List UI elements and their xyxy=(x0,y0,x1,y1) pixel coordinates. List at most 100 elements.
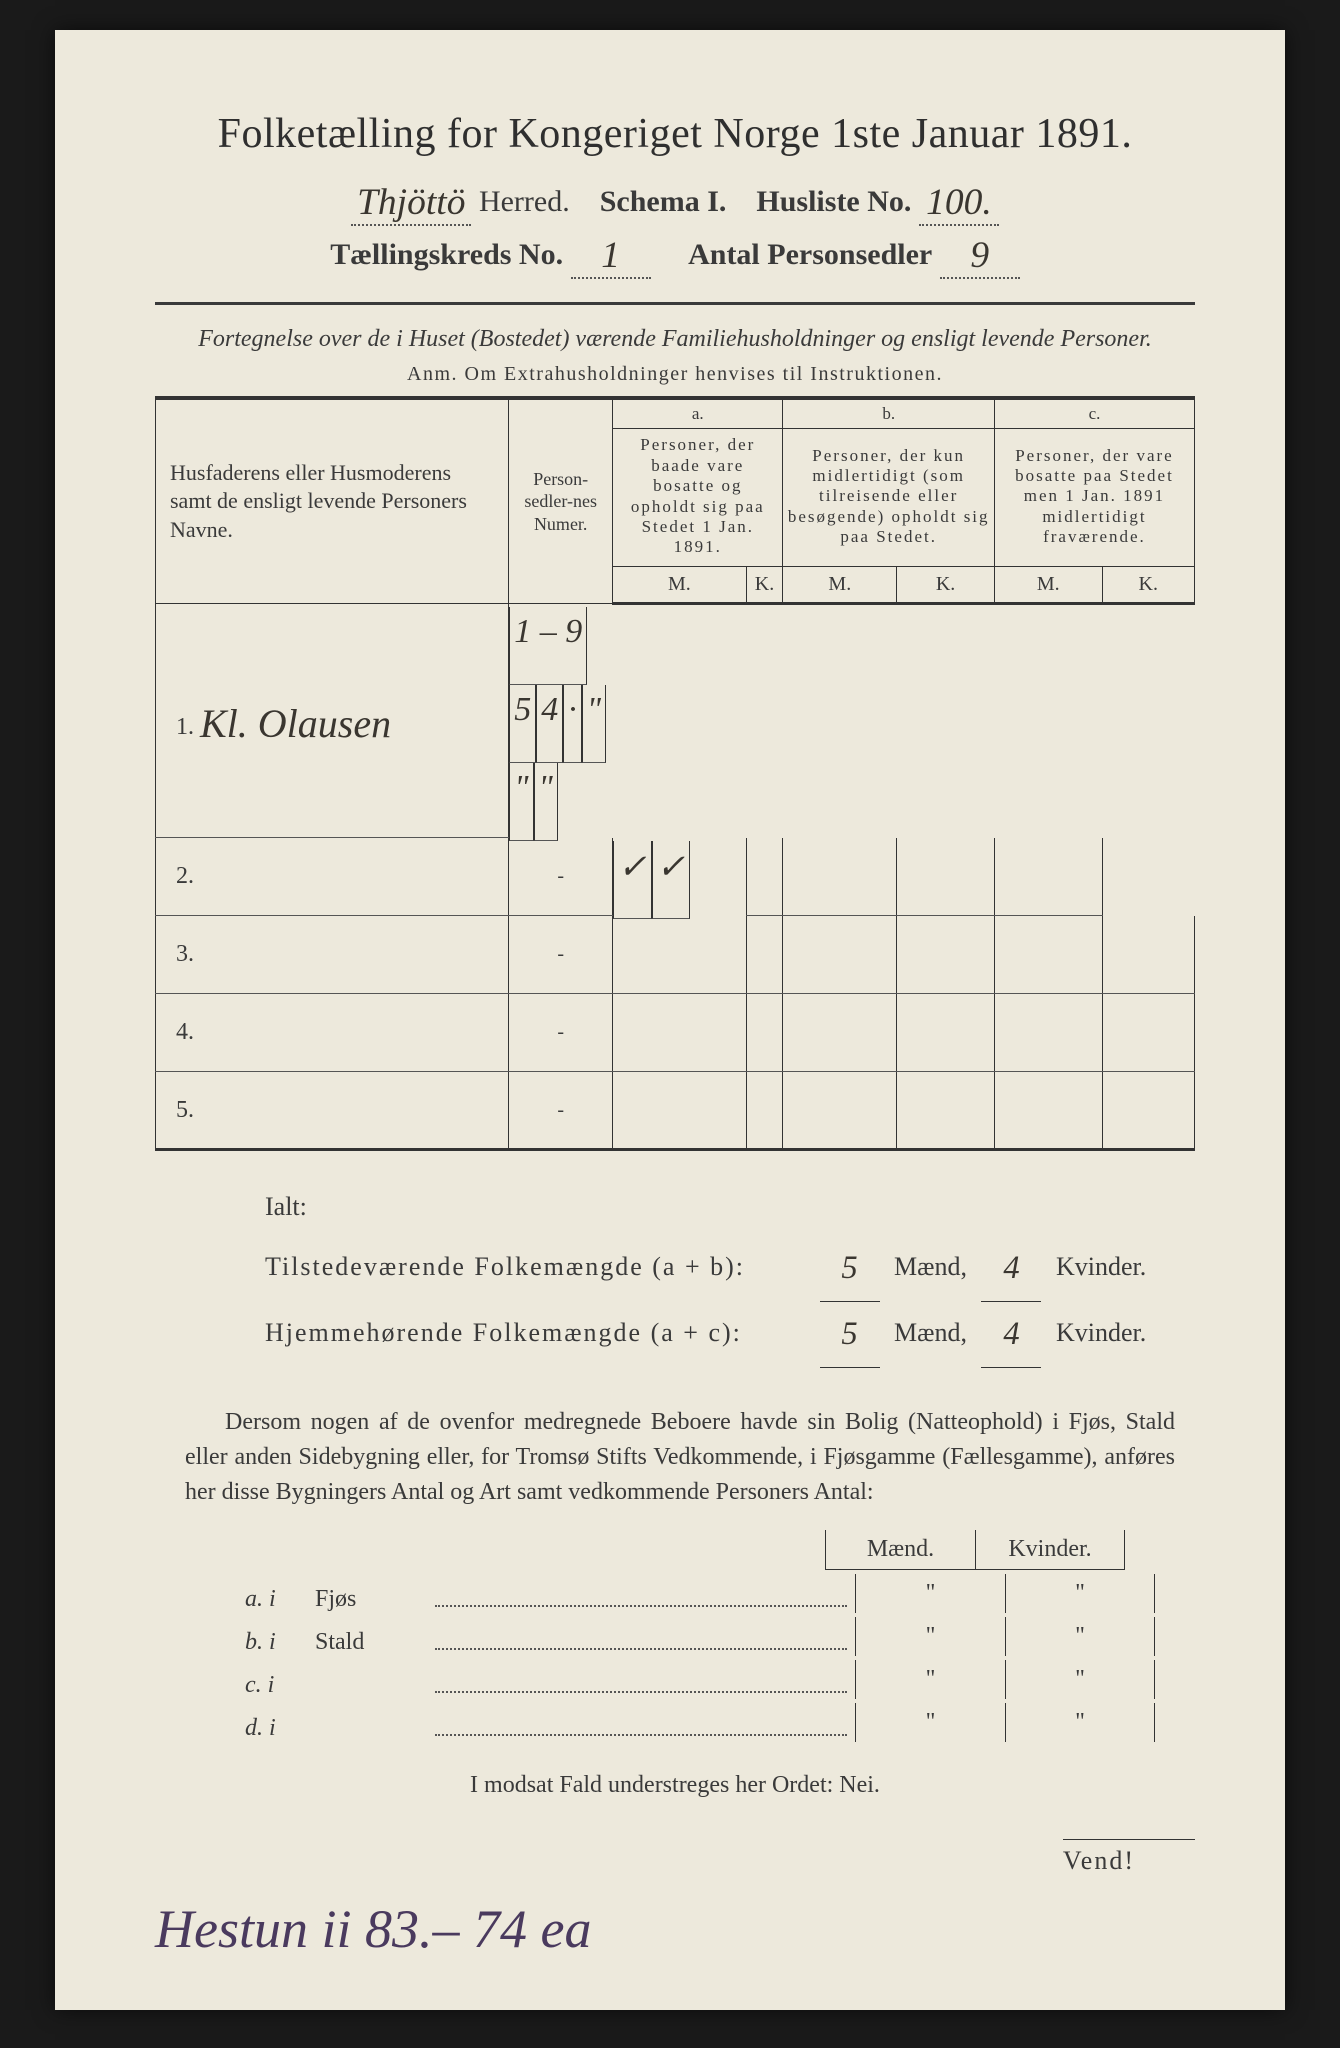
herred-label: Herred. xyxy=(479,185,570,218)
row-num: 2. xyxy=(156,838,509,916)
header-line-2: Tællingskreds No. 1 Antal Personsedler 9 xyxy=(155,231,1195,276)
cell-bk xyxy=(783,838,897,916)
col-b-top: b. xyxy=(783,398,994,429)
maend-label: Mænd, xyxy=(894,1318,967,1347)
line1-k: 4 xyxy=(981,1236,1041,1302)
col-c-m: M. xyxy=(994,566,1102,603)
side-lab: a. i xyxy=(245,1586,315,1613)
dots xyxy=(435,1605,847,1607)
col-a-k: K. xyxy=(746,566,783,603)
cell-num: - xyxy=(509,994,613,1072)
side-h-maend: Mænd. xyxy=(825,1530,975,1570)
husliste-value: 100. xyxy=(919,181,999,226)
antal-value: 9 xyxy=(940,234,1020,279)
form-anm: Anm. Om Extrahusholdninger henvises til … xyxy=(155,363,1195,386)
cell-cm: " xyxy=(509,763,533,841)
paragraph: Dersom nogen af de ovenfor medregnede Be… xyxy=(185,1405,1175,1509)
table-row: 2. - ✓ ✓ xyxy=(156,838,1195,916)
bottom-handwriting: Hestun ii 83.– 74 ea xyxy=(155,1898,591,1960)
row-num: 3. xyxy=(156,916,509,994)
cell-ck: " xyxy=(534,763,558,841)
totals-line-2: Hjemmehørende Folkemængde (a + c): 5 Mæn… xyxy=(265,1299,1195,1365)
side-m: " xyxy=(855,1703,1005,1742)
line1-label: Tilstedeværende Folkemængde (a + b): xyxy=(265,1241,805,1293)
kreds-label: Tællingskreds No. xyxy=(330,238,563,271)
side-m: " xyxy=(855,1574,1005,1613)
table-body: 1. Kl. Olausen 1 – 9 5 4 · " " " 2. - ✓ … xyxy=(156,603,1195,1150)
kvinder-label: Kvinder. xyxy=(1056,1252,1146,1281)
table-row: 3. - xyxy=(156,916,1195,994)
line2-m: 5 xyxy=(820,1302,880,1368)
side-m: " xyxy=(855,1660,1005,1699)
cell-num: - xyxy=(509,1072,613,1150)
totals-block: Ialt: Tilstedeværende Folkemængde (a + b… xyxy=(265,1181,1195,1365)
col-numer-header: Person-sedler-nes Numer. xyxy=(509,398,613,603)
cell-cm xyxy=(897,838,995,916)
col-c-k: K. xyxy=(1102,566,1195,603)
cell-num: 1 – 9 xyxy=(509,607,587,685)
col-a-top: a. xyxy=(613,398,783,429)
cell-num: - xyxy=(509,838,613,916)
cell-bk: " xyxy=(582,685,606,763)
side-row: d. i " " xyxy=(245,1703,1155,1742)
side-header: Mænd.Kvinder. xyxy=(245,1530,1155,1570)
cell-am: 5 xyxy=(509,685,536,763)
cell-ck xyxy=(994,838,1102,916)
side-table: Mænd.Kvinder. a. i Fjøs " " b. i Stald "… xyxy=(245,1530,1155,1742)
cell-bm xyxy=(746,838,783,916)
side-k: " xyxy=(1005,1617,1155,1656)
cell-ak: ✓ xyxy=(652,841,691,919)
scan-background: Folketælling for Kongeriget Norge 1ste J… xyxy=(0,0,1340,2048)
antal-label: Antal Personsedler xyxy=(688,238,932,271)
table-row: 1. Kl. Olausen 1 – 9 5 4 · " " " xyxy=(156,603,1195,838)
col-c-header: Personer, der vare bosatte paa Stedet me… xyxy=(994,429,1194,566)
side-row: a. i Fjøs " " xyxy=(245,1574,1155,1613)
col-c-top: c. xyxy=(994,398,1194,429)
col-b-k: K. xyxy=(897,566,995,603)
maend-label: Mænd, xyxy=(894,1252,967,1281)
dots xyxy=(435,1691,847,1693)
herred-value: Thjöttö xyxy=(351,181,471,226)
page-title: Folketælling for Kongeriget Norge 1ste J… xyxy=(155,110,1195,158)
row-num: 1. Kl. Olausen xyxy=(156,603,509,838)
line2-label: Hjemmehørende Folkemængde (a + c): xyxy=(265,1307,805,1359)
side-typ: Fjøs xyxy=(315,1586,435,1613)
kvinder-label: Kvinder. xyxy=(1056,1318,1146,1347)
line1-m: 5 xyxy=(820,1236,880,1302)
table-row: 4. - xyxy=(156,994,1195,1072)
ialt-heading: Ialt: xyxy=(265,1181,1195,1233)
side-row: c. i " " xyxy=(245,1660,1155,1699)
husliste-label: Husliste No. xyxy=(756,185,911,218)
side-k: " xyxy=(1005,1703,1155,1742)
side-typ: Stald xyxy=(315,1629,435,1656)
census-form-page: Folketælling for Kongeriget Norge 1ste J… xyxy=(55,30,1285,2010)
side-lab: b. i xyxy=(245,1629,315,1656)
divider xyxy=(155,302,1195,305)
side-row: b. i Stald " " xyxy=(245,1617,1155,1656)
row-name: Kl. Olausen xyxy=(200,700,391,747)
header-line-1: Thjöttö Herred. Schema I. Husliste No. 1… xyxy=(155,178,1195,223)
form-note: Fortegnelse over de i Huset (Bostedet) v… xyxy=(155,323,1195,355)
side-lab: c. i xyxy=(245,1672,315,1699)
side-lab: d. i xyxy=(245,1715,315,1742)
cell-bm: · xyxy=(563,685,582,763)
nei-line: I modsat Fald understreges her Ordet: Ne… xyxy=(155,1772,1195,1799)
col-b-m: M. xyxy=(783,566,897,603)
side-k: " xyxy=(1005,1660,1155,1699)
col-names-header: Husfaderens eller Husmoderens samt de en… xyxy=(156,398,509,603)
cell-am: ✓ xyxy=(613,841,652,919)
totals-line-1: Tilstedeværende Folkemængde (a + b): 5 M… xyxy=(265,1233,1195,1299)
side-h-kvinder: Kvinder. xyxy=(975,1530,1125,1570)
vend-label: Vend! xyxy=(1063,1839,1195,1876)
cell-num: - xyxy=(509,916,613,994)
col-a-header: Personer, der baade vare bosatte og opho… xyxy=(613,429,783,566)
dots xyxy=(435,1734,847,1736)
row-num: 5. xyxy=(156,1072,509,1150)
side-k: " xyxy=(1005,1574,1155,1613)
cell-ak: 4 xyxy=(536,685,563,763)
line2-k: 4 xyxy=(981,1302,1041,1368)
dots xyxy=(435,1648,847,1650)
main-table: Husfaderens eller Husmoderens samt de en… xyxy=(155,396,1195,1151)
table-row: 5. - xyxy=(156,1072,1195,1150)
schema-label: Schema I. xyxy=(600,185,727,218)
